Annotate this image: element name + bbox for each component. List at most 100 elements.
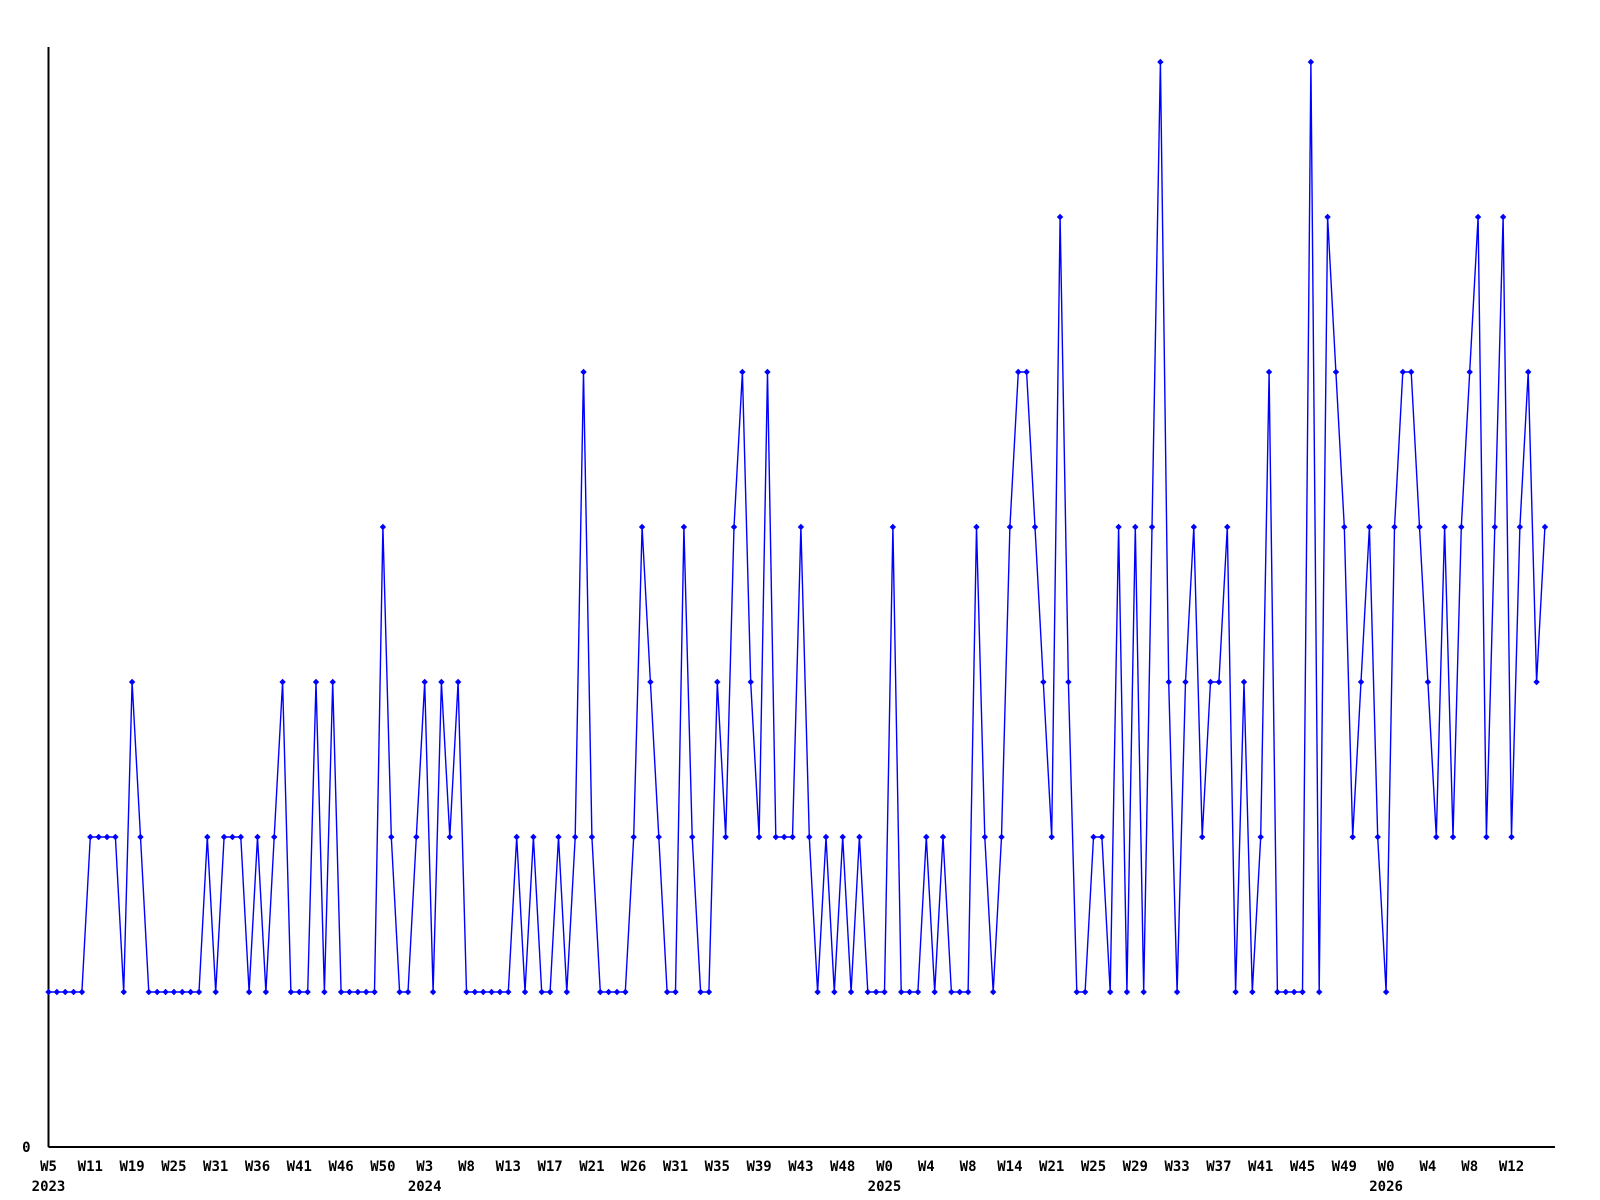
data-point [1282, 988, 1289, 996]
data-point [1458, 523, 1465, 531]
x-tick-year-label: 2024 [408, 1179, 442, 1195]
data-point [872, 988, 880, 996]
data-point [856, 833, 863, 841]
x-tick-week-label: W11 [78, 1159, 103, 1175]
data-point [981, 833, 989, 841]
data-point [62, 988, 69, 996]
x-tick-week-label: W26 [621, 1159, 646, 1175]
data-point [505, 988, 512, 996]
data-point [1474, 213, 1482, 221]
data-point [914, 988, 922, 996]
data-point [1265, 368, 1273, 376]
data-point [588, 833, 596, 841]
data-point [1491, 523, 1498, 531]
data-point [647, 678, 654, 686]
data-point [421, 678, 428, 686]
x-tick-week-label: W35 [705, 1159, 730, 1175]
data-point [287, 988, 295, 996]
data-point [1416, 523, 1423, 531]
x-tick-week-label: W17 [537, 1159, 562, 1175]
data-point [1224, 523, 1231, 531]
data-point [1424, 678, 1432, 686]
data-point [179, 988, 186, 996]
data-point [1533, 678, 1540, 686]
data-point [1090, 833, 1097, 841]
data-point [371, 988, 378, 996]
x-tick-week-label: W39 [746, 1159, 771, 1175]
y-axis-zero-label: 0 [22, 1140, 30, 1156]
data-point [622, 988, 629, 996]
data-point [797, 523, 805, 531]
x-tick-week-label: W50 [370, 1159, 395, 1175]
data-point [680, 523, 688, 531]
data-point [1374, 833, 1381, 841]
data-point [864, 988, 871, 996]
data-point [571, 833, 579, 841]
data-point [889, 523, 897, 531]
data-point [346, 988, 353, 996]
x-tick-week-label: W25 [161, 1159, 186, 1175]
x-tick-week-label: W12 [1499, 1159, 1524, 1175]
x-tick-week-label: W14 [997, 1159, 1022, 1175]
data-point [831, 988, 838, 996]
data-point [396, 988, 403, 996]
data-point [956, 988, 963, 996]
data-point [1023, 368, 1030, 376]
data-point [1249, 988, 1256, 996]
data-point [446, 833, 453, 841]
data-point [613, 988, 621, 996]
data-point [1215, 678, 1223, 686]
data-point [521, 988, 529, 996]
data-point [429, 988, 437, 996]
data-point [722, 833, 729, 841]
data-point [354, 988, 362, 996]
data-point [1366, 523, 1373, 531]
data-point [672, 988, 679, 996]
data-point [605, 988, 612, 996]
data-point [772, 833, 780, 841]
data-point [53, 988, 61, 996]
data-point [404, 988, 412, 996]
data-point [1040, 678, 1047, 686]
data-point [112, 833, 119, 841]
data-point [764, 368, 771, 376]
x-tick-week-label: W4 [918, 1159, 935, 1175]
data-point-markers [45, 58, 1549, 996]
data-point [262, 988, 270, 996]
x-tick-week-label: W36 [245, 1159, 270, 1175]
data-point [1274, 988, 1281, 996]
x-tick-week-label: W8 [1461, 1159, 1478, 1175]
data-point [413, 833, 420, 841]
data-point [120, 988, 127, 996]
data-point [362, 988, 370, 996]
x-tick-week-label: W21 [579, 1159, 604, 1175]
data-point [1541, 523, 1549, 531]
data-point [1006, 523, 1014, 531]
data-point [1123, 988, 1131, 996]
data-point [438, 678, 445, 686]
data-point [814, 988, 821, 996]
data-point [1441, 523, 1448, 531]
x-tick-week-label: W8 [960, 1159, 977, 1175]
data-point [145, 988, 153, 996]
x-tick-week-label: W41 [1248, 1159, 1273, 1175]
data-point [137, 833, 144, 841]
data-point [1198, 833, 1206, 841]
data-point [822, 833, 830, 841]
data-point [480, 988, 487, 996]
data-point [103, 833, 111, 841]
data-point [689, 833, 696, 841]
data-point [271, 833, 278, 841]
data-point [153, 988, 161, 996]
data-point [329, 678, 336, 686]
data-point [806, 833, 813, 841]
x-tick-week-label: W48 [830, 1159, 855, 1175]
data-point [1433, 833, 1440, 841]
data-point [555, 833, 562, 841]
series-line [48, 61, 1546, 993]
data-point [747, 678, 754, 686]
data-point [1031, 523, 1039, 531]
data-point [973, 523, 980, 531]
data-point [1182, 678, 1189, 686]
data-point [847, 988, 855, 996]
